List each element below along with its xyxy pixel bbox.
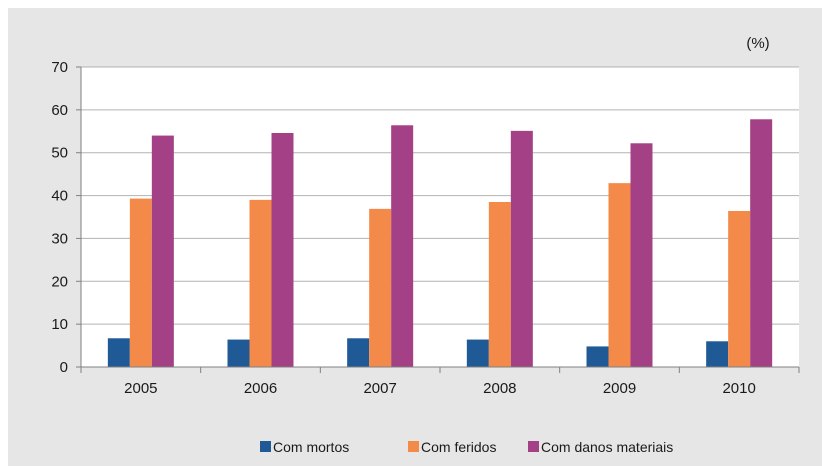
x-tick-label: 2007 (363, 380, 396, 397)
chart-frame: 0 10 20 30 40 50 60 70 2005 2006 2007 2008 2009 2010… (8, 8, 822, 466)
y-tick-label: 60 (51, 102, 68, 119)
y-tick-label: 20 (51, 273, 68, 290)
bar-com-mortos-2005 (107, 338, 130, 367)
bars (107, 119, 773, 368)
y-tick-label: 10 (51, 316, 68, 333)
y-tick-label: 40 (51, 188, 68, 205)
bar-com-mortos-2006 (227, 339, 250, 367)
x-tick-label: 2010 (722, 380, 755, 397)
bar-com-danos-materiais-2007 (391, 125, 414, 368)
bar-com-mortos-2007 (347, 338, 370, 367)
legend-item: Com feridos (408, 439, 496, 455)
y-tick-label: 30 (51, 230, 68, 247)
legend-swatch (260, 441, 271, 452)
y-tick-labels: 0 10 20 30 40 50 60 70 (51, 59, 68, 376)
legend-label: Com mortos (273, 439, 349, 455)
x-tick-label: 2009 (603, 380, 636, 397)
unit-label: (%) (746, 35, 769, 52)
x-tick-label: 2008 (483, 380, 516, 397)
bar-com-feridos-2009 (608, 183, 631, 367)
x-tick-label: 2005 (124, 380, 157, 397)
legend-item: Com danos materiais (528, 439, 673, 455)
bar-com-danos-materiais-2009 (630, 143, 653, 367)
bar-com-mortos-2008 (466, 339, 489, 367)
bar-com-danos-materiais-2005 (151, 135, 174, 367)
axes (76, 66, 800, 373)
legend-item: Com mortos (260, 439, 349, 455)
plot-area (81, 67, 799, 367)
bar-com-danos-materiais-2010 (750, 119, 773, 368)
bar-com-feridos-2007 (369, 208, 392, 367)
bar-com-mortos-2009 (586, 346, 609, 367)
bar-com-feridos-2005 (129, 198, 152, 367)
bar-com-danos-materiais-2008 (510, 130, 533, 367)
y-tick-label: 0 (60, 359, 68, 376)
bar-com-feridos-2010 (728, 211, 751, 367)
gridlines (81, 66, 799, 325)
legend: Com mortos Com feridos Com danos materiais (260, 439, 673, 455)
legend-label: Com feridos (421, 439, 496, 455)
y-tick-label: 70 (51, 59, 68, 76)
y-tick-label: 50 (51, 145, 68, 162)
x-tick-labels: 2005 2006 2007 2008 2009 2010 (124, 380, 756, 397)
bar-com-mortos-2010 (706, 341, 729, 367)
legend-swatch (408, 441, 419, 452)
x-tick-label: 2006 (244, 380, 277, 397)
bar-com-feridos-2008 (488, 202, 511, 367)
bar-chart: 0 10 20 30 40 50 60 70 2005 2006 2007 2008 2009 2010… (51, 35, 800, 455)
bar-com-feridos-2006 (249, 199, 272, 367)
legend-label: Com danos materiais (541, 439, 673, 455)
bar-com-danos-materiais-2006 (271, 133, 294, 367)
legend-swatch (528, 441, 539, 452)
